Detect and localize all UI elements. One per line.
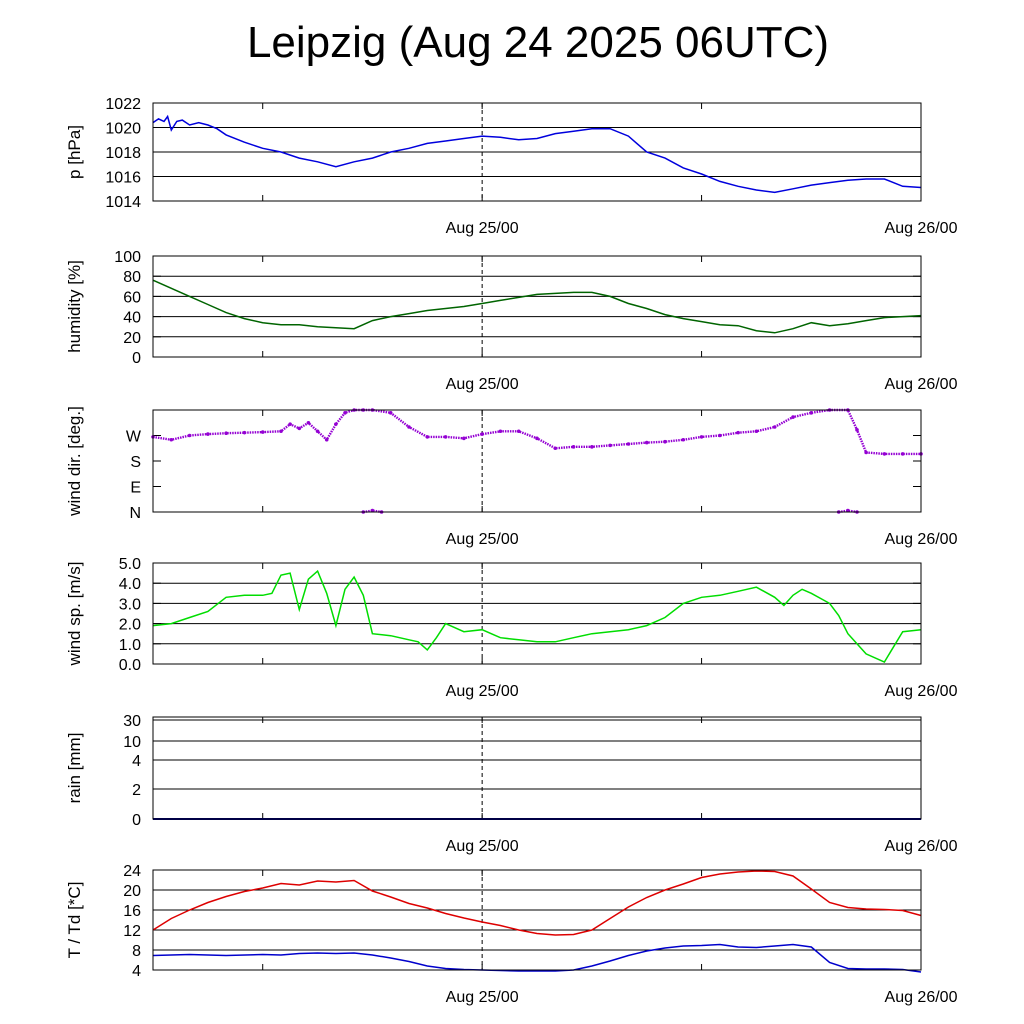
temperature-frame — [152, 869, 922, 971]
humidity-ytick-label: 0 — [132, 350, 141, 367]
wind-dir-ytick-label: N — [129, 505, 141, 522]
wind-speed-ytick-label: 3.0 — [119, 596, 141, 613]
pressure-ytick-label: 1014 — [105, 194, 141, 211]
wind-speed-series-speed — [152, 569, 922, 663]
wind-speed-frame — [152, 562, 922, 665]
wind-dir-ytick-label: S — [130, 454, 141, 471]
temperature-ylabel: T / Td [*C] — [65, 882, 84, 959]
temperature-ytick-label: 4 — [132, 963, 141, 980]
wind-dir-xdate-label: Aug 25/00 — [446, 531, 519, 548]
rain-ytick-label: 2 — [132, 782, 141, 799]
temperature-series-td — [152, 943, 922, 973]
rain-xdate-label: Aug 26/00 — [885, 838, 958, 855]
wind-speed-ylabel: wind sp. [m/s] — [65, 562, 84, 667]
humidity-series-humidity — [152, 279, 922, 334]
pressure-xdate-label: Aug 26/00 — [885, 220, 958, 237]
rain-ytick-label: 4 — [132, 753, 141, 770]
pressure-ytick-label: 1016 — [105, 170, 141, 187]
wind-dir-ytick-label: W — [126, 429, 142, 446]
humidity-ytick-label: 60 — [123, 289, 141, 306]
wind-dir-ytick-label: E — [130, 480, 141, 497]
wind-speed-ytick-label: 0.0 — [119, 657, 141, 674]
temperature-ytick-label: 24 — [123, 863, 141, 880]
humidity-ytick-label: 20 — [123, 330, 141, 347]
wind-dir-frame — [152, 409, 922, 513]
humidity-ytick-label: 40 — [123, 310, 141, 327]
chart-title: Leipzig (Aug 24 2025 06UTC) — [246, 18, 830, 67]
humidity-ytick-label: 80 — [123, 269, 141, 286]
wind-dir-xdate-label: Aug 26/00 — [885, 531, 958, 548]
temperature-ytick-label: 12 — [123, 923, 141, 940]
pressure-ytick-label: 1022 — [105, 96, 141, 113]
pressure-frame — [152, 102, 922, 202]
rain-frame — [152, 716, 922, 820]
rain-ytick-label: 10 — [123, 734, 141, 751]
rain-ylabel: rain [mm] — [65, 733, 84, 804]
humidity-xdate-label: Aug 25/00 — [446, 376, 519, 393]
wind-speed-xdate-label: Aug 26/00 — [885, 683, 958, 700]
temperature-ytick-label: 20 — [123, 883, 141, 900]
rain-ytick-label: 30 — [123, 713, 141, 730]
rain-xdate-label: Aug 25/00 — [446, 838, 519, 855]
wind-speed-ytick-label: 5.0 — [119, 556, 141, 573]
pressure-ytick-label: 1020 — [105, 121, 141, 138]
wind-dir-series-direction — [152, 408, 921, 456]
pressure-series-p — [152, 114, 922, 194]
pressure-ytick-label: 1018 — [105, 145, 141, 162]
wind-speed-ytick-label: 4.0 — [119, 576, 141, 593]
humidity-xdate-label: Aug 26/00 — [885, 376, 958, 393]
temperature-ytick-label: 16 — [123, 903, 141, 920]
wind-dir-ylabel: wind dir. [deg.] — [65, 406, 84, 517]
wind-speed-ytick-label: 1.0 — [119, 637, 141, 654]
pressure-xdate-label: Aug 25/00 — [446, 220, 519, 237]
rain-ytick-label: 0 — [132, 812, 141, 829]
temperature-series-t — [152, 870, 922, 936]
temperature-xdate-label: Aug 25/00 — [446, 989, 519, 1006]
wind-speed-ytick-label: 2.0 — [119, 617, 141, 634]
humidity-frame — [152, 255, 922, 358]
pressure-ylabel: p [hPa] — [65, 125, 84, 179]
humidity-ylabel: humidity [%] — [65, 260, 84, 353]
wind-speed-xdate-label: Aug 25/00 — [446, 683, 519, 700]
temperature-xdate-label: Aug 26/00 — [885, 989, 958, 1006]
humidity-ytick-label: 100 — [114, 249, 141, 266]
temperature-ytick-label: 8 — [132, 943, 141, 960]
